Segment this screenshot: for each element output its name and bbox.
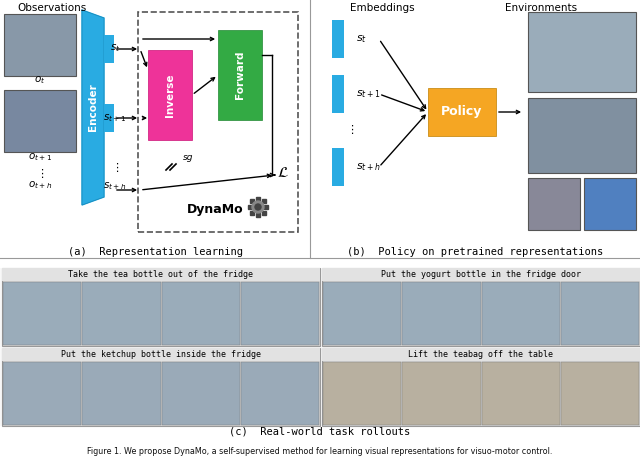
Bar xyxy=(3,282,81,345)
Text: $s_t$: $s_t$ xyxy=(110,42,120,54)
Text: $s_{t+h}$: $s_{t+h}$ xyxy=(104,180,127,192)
Bar xyxy=(250,211,254,215)
Text: Figure 1. We propose DynaMo, a self-supervised method for learning visual repres: Figure 1. We propose DynaMo, a self-supe… xyxy=(87,446,553,456)
Bar xyxy=(104,35,114,63)
Bar xyxy=(322,268,640,281)
Bar xyxy=(161,282,240,345)
Bar xyxy=(481,282,560,345)
Bar xyxy=(528,12,636,92)
Bar xyxy=(161,362,240,425)
Bar xyxy=(241,282,319,345)
Text: $s_t$: $s_t$ xyxy=(356,33,367,45)
Bar xyxy=(332,20,344,58)
Text: Forward: Forward xyxy=(235,51,245,99)
Bar xyxy=(428,88,496,136)
Bar xyxy=(104,104,114,132)
Bar xyxy=(481,362,560,425)
Bar xyxy=(2,268,320,281)
Bar xyxy=(262,211,266,215)
Bar xyxy=(248,205,252,209)
Text: Observations: Observations xyxy=(17,3,86,13)
Polygon shape xyxy=(82,10,104,205)
Bar xyxy=(322,348,640,361)
Text: (c)  Real-world task rollouts: (c) Real-world task rollouts xyxy=(229,427,411,437)
Text: DynaMo: DynaMo xyxy=(187,203,243,217)
Bar xyxy=(528,98,636,173)
Bar xyxy=(148,50,192,140)
Bar xyxy=(323,282,401,345)
Text: $o_{t+h}$: $o_{t+h}$ xyxy=(28,179,52,191)
Bar xyxy=(4,14,76,76)
Text: $\vdots$: $\vdots$ xyxy=(111,162,119,175)
Text: $o_t$: $o_t$ xyxy=(35,74,45,86)
Bar xyxy=(2,348,320,361)
Text: Encoder: Encoder xyxy=(88,84,98,131)
Bar xyxy=(403,282,481,345)
Circle shape xyxy=(255,204,261,210)
Bar xyxy=(256,197,260,201)
Bar xyxy=(332,75,344,113)
Bar xyxy=(322,268,640,346)
Text: Environments: Environments xyxy=(505,3,577,13)
Bar xyxy=(250,199,254,203)
Text: Take the tea bottle out of the fridge: Take the tea bottle out of the fridge xyxy=(68,270,253,279)
Bar xyxy=(332,148,344,186)
Text: $s_{t+h}$: $s_{t+h}$ xyxy=(356,161,381,173)
Bar xyxy=(584,178,636,230)
Bar xyxy=(2,348,320,426)
Bar xyxy=(218,30,262,120)
Bar xyxy=(403,362,481,425)
Bar xyxy=(0,268,640,426)
Text: Lift the teabag off the table: Lift the teabag off the table xyxy=(408,350,554,359)
Bar xyxy=(528,178,580,230)
Text: $o_{t+1}$: $o_{t+1}$ xyxy=(28,151,52,163)
Bar xyxy=(3,362,81,425)
Bar xyxy=(264,205,268,209)
Text: Inverse: Inverse xyxy=(165,73,175,117)
Text: Put the ketchup bottle inside the fridge: Put the ketchup bottle inside the fridge xyxy=(61,350,261,359)
Bar xyxy=(2,268,320,346)
Text: $s_{t+1}$: $s_{t+1}$ xyxy=(356,88,381,100)
Bar xyxy=(138,12,298,232)
Bar xyxy=(4,90,76,152)
Text: (a)  Representation learning: (a) Representation learning xyxy=(67,247,243,257)
Bar xyxy=(322,348,640,426)
Bar xyxy=(83,282,161,345)
Text: Put the yogurt bottle in the fridge door: Put the yogurt bottle in the fridge door xyxy=(381,270,581,279)
Bar xyxy=(83,362,161,425)
Text: (b)  Policy on pretrained representations: (b) Policy on pretrained representations xyxy=(347,247,603,257)
Text: Policy: Policy xyxy=(442,105,483,118)
Circle shape xyxy=(252,201,264,213)
Text: $\vdots$: $\vdots$ xyxy=(36,166,44,180)
Text: $\mathcal{L}$: $\mathcal{L}$ xyxy=(277,164,289,180)
Text: $\vdots$: $\vdots$ xyxy=(346,123,354,136)
Bar xyxy=(241,362,319,425)
Text: Embeddings: Embeddings xyxy=(350,3,415,13)
Text: $s_{t+1}$: $s_{t+1}$ xyxy=(104,112,127,124)
Text: sg: sg xyxy=(183,153,193,163)
Bar xyxy=(256,213,260,217)
Bar xyxy=(323,362,401,425)
Bar xyxy=(262,199,266,203)
Bar xyxy=(561,362,639,425)
Bar xyxy=(561,282,639,345)
